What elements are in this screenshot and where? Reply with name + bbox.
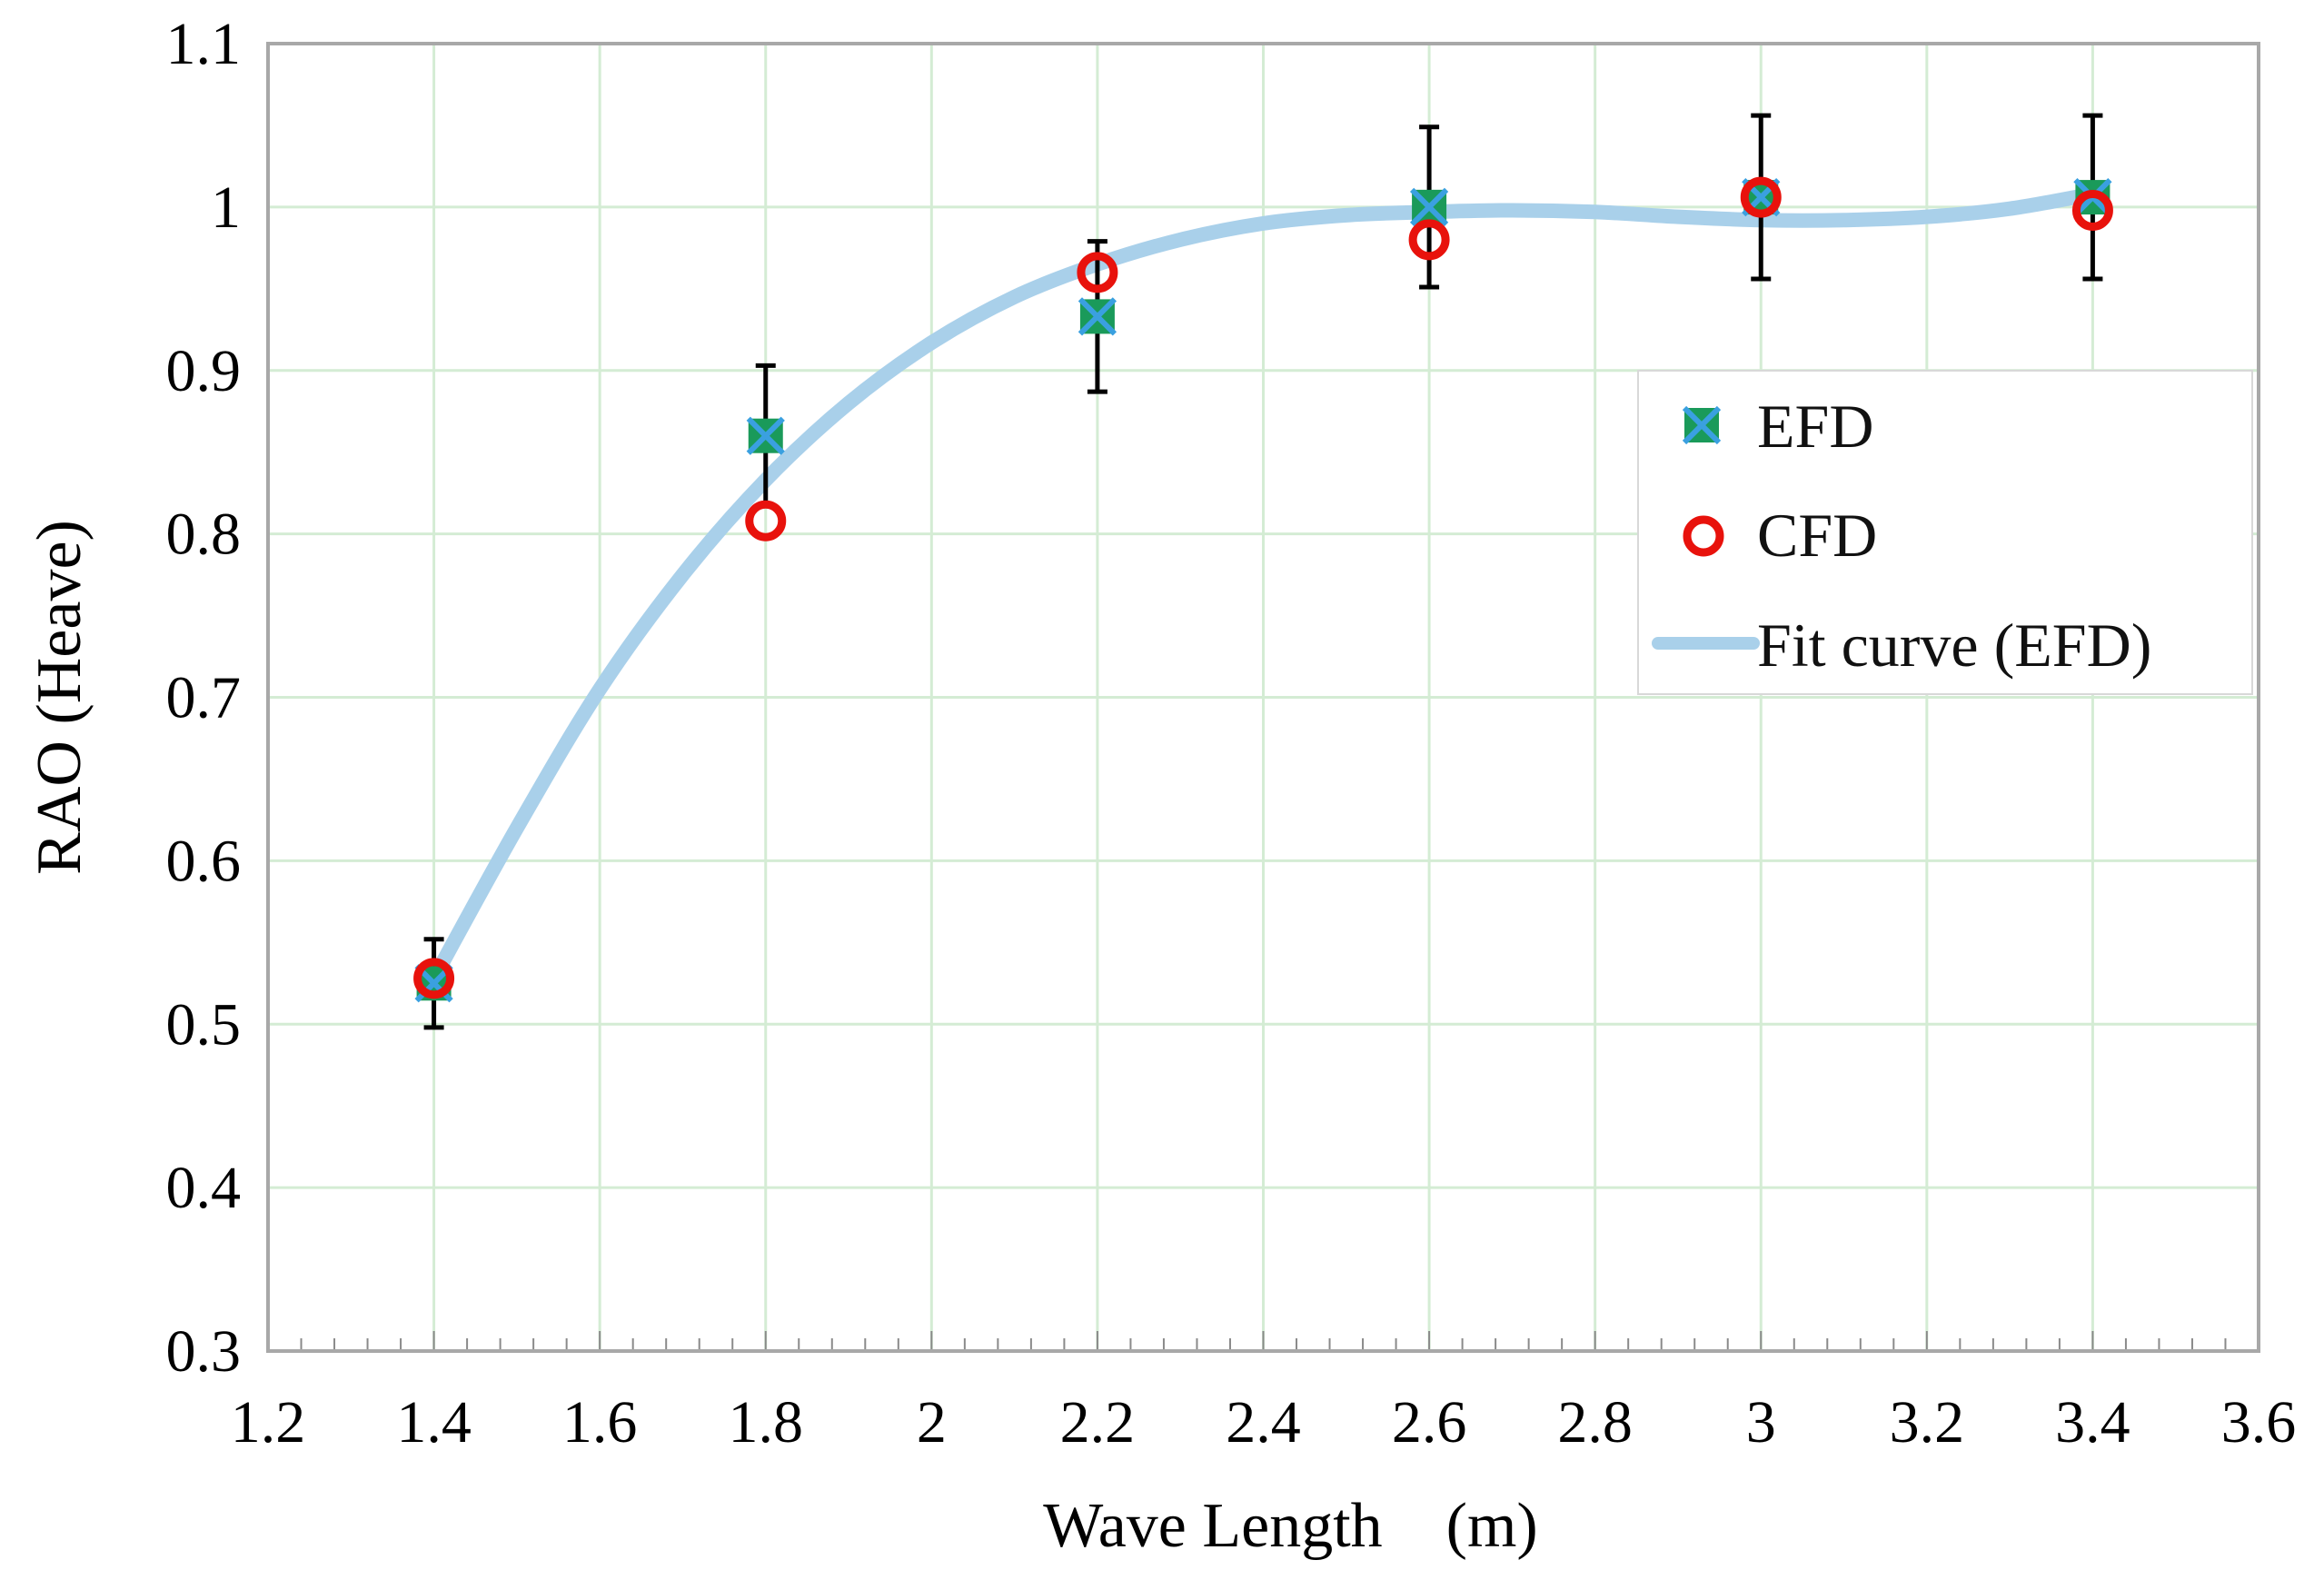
legend: EFD CFD Fit curve (EFD) xyxy=(1637,370,2253,695)
efd-point xyxy=(746,416,785,455)
x-tick-label: 2.8 xyxy=(1557,1389,1633,1456)
y-tick-label: 0.7 xyxy=(166,665,242,731)
x-tick-label: 2.4 xyxy=(1226,1389,1301,1456)
plot-frame xyxy=(266,42,2260,1353)
cfd-series xyxy=(413,176,2113,999)
efd-marker-cross-b xyxy=(746,416,785,455)
cfd-point xyxy=(745,500,787,542)
x-tick-labels: 1.2 1.4 1.6 1.8 2 2.2 2.4 2.6 2.8 3 3.2 3.4 3.6 xyxy=(231,1389,2297,1456)
x-tick-label: 2.2 xyxy=(1060,1389,1136,1456)
x-tick-label: 3 xyxy=(1746,1389,1776,1456)
legend-cfd-symbol xyxy=(1683,515,1724,557)
x-tick-label: 1.8 xyxy=(729,1389,804,1456)
y-axis-title: RAO (Heave) xyxy=(25,520,94,875)
x-axis-title: Wave Length (m) xyxy=(1043,1491,1537,1561)
x-tick-label: 3.4 xyxy=(2055,1389,2130,1456)
y-tick-labels: 0.3 0.4 0.5 0.6 0.7 0.8 0.9 1 1.1 xyxy=(166,11,242,1385)
cfd-point xyxy=(2071,189,2113,231)
fit-curve-series xyxy=(426,186,2101,986)
legend-cfd-marker xyxy=(1683,515,1724,557)
legend-efd-label: EFD xyxy=(1757,392,1873,461)
fit-curve-line xyxy=(426,186,2101,986)
efd-point xyxy=(1409,187,1449,226)
cfd-point xyxy=(1408,219,1450,261)
legend-box xyxy=(1637,370,2253,695)
minor-ticks xyxy=(267,1331,2259,1351)
legend-efd-symbol xyxy=(1682,405,1722,445)
efd-marker-cross-b xyxy=(1409,187,1449,226)
legend-cfd-label: CFD xyxy=(1757,501,1877,570)
x-tick-label: 3.6 xyxy=(2221,1389,2297,1456)
x-tick-label: 1.2 xyxy=(231,1389,306,1456)
y-tick-label: 1 xyxy=(211,174,241,241)
y-tick-label: 0.9 xyxy=(166,338,242,404)
x-tick-label: 3.2 xyxy=(1890,1389,1965,1456)
y-tick-label: 0.3 xyxy=(166,1318,242,1385)
x-tick-label: 2 xyxy=(917,1389,947,1456)
cfd-point xyxy=(1740,176,1782,218)
efd-marker-cross-b xyxy=(1078,297,1117,336)
efd-point xyxy=(1078,297,1117,336)
efd-marker-cross-b xyxy=(1682,405,1722,445)
x-tick-label: 1.4 xyxy=(396,1389,472,1456)
y-tick-label: 0.6 xyxy=(166,828,242,894)
cfd-point xyxy=(1077,252,1118,293)
y-tick-label: 1.1 xyxy=(166,11,242,77)
legend-efd-marker xyxy=(1682,405,1722,445)
y-tick-label: 0.4 xyxy=(166,1155,242,1221)
legend-fit-label: Fit curve (EFD) xyxy=(1757,611,2151,680)
y-tick-label: 0.5 xyxy=(166,991,242,1058)
x-tick-label: 1.6 xyxy=(562,1389,638,1456)
x-tick-label: 2.6 xyxy=(1392,1389,1467,1456)
cfd-point xyxy=(413,958,455,999)
y-tick-label: 0.8 xyxy=(166,502,242,568)
grid-lines xyxy=(268,44,2259,1351)
